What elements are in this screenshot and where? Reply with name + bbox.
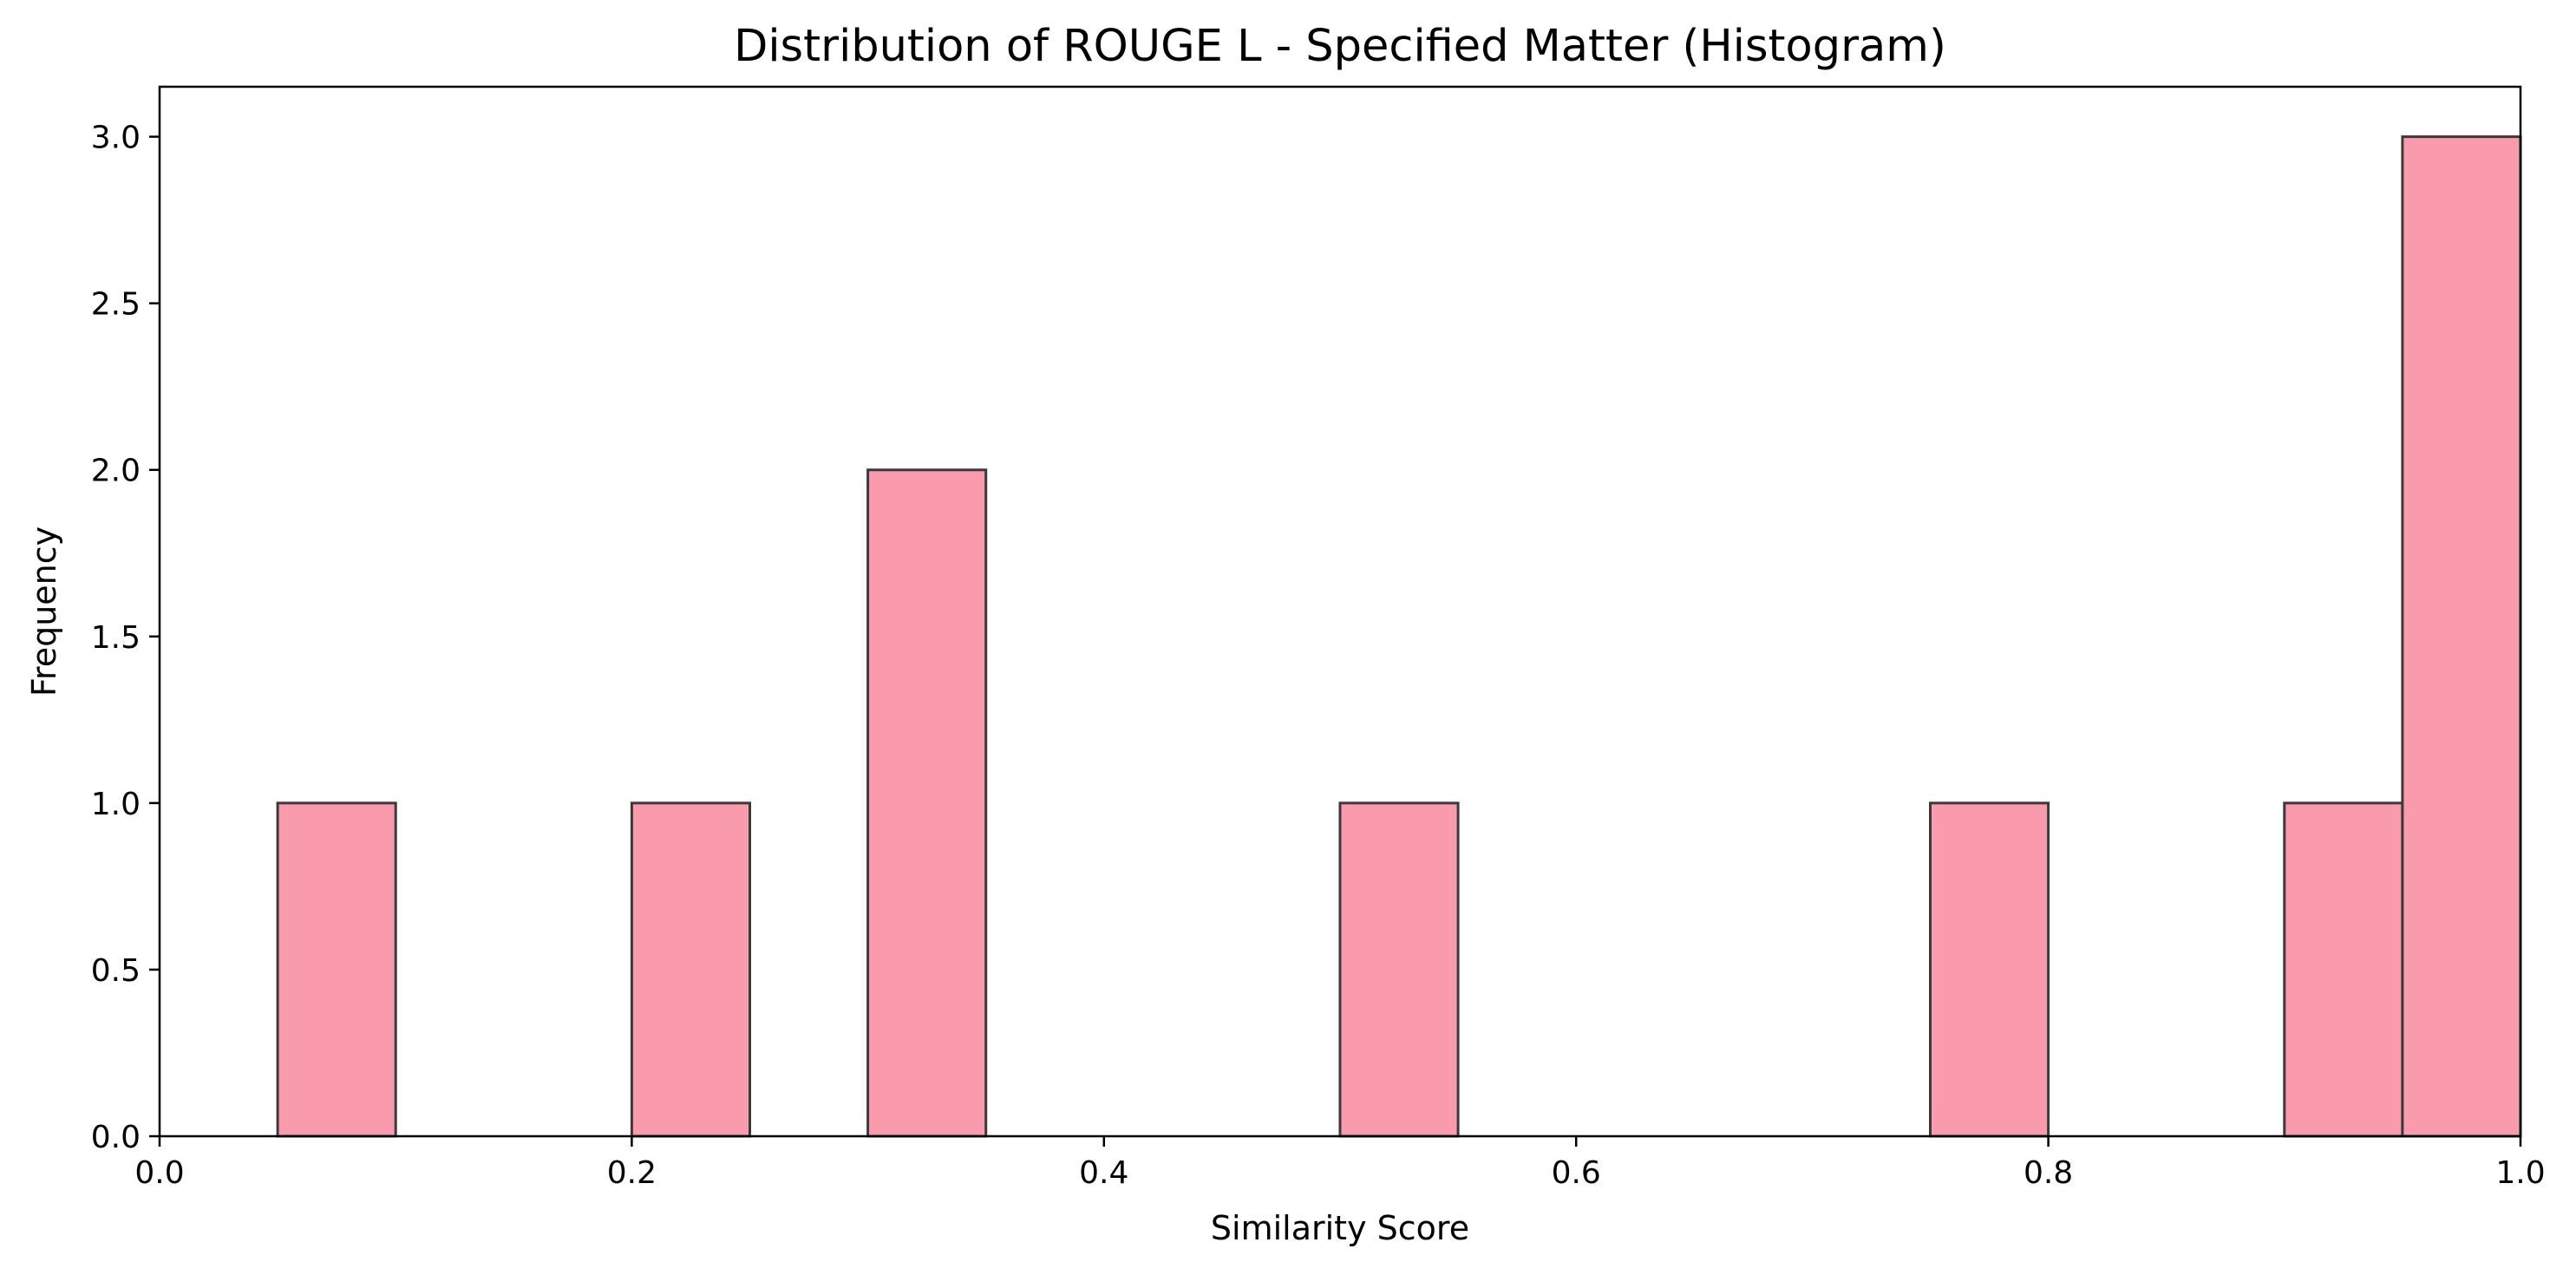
histogram-bar-1 (630, 801, 752, 1138)
y-tick-label-5: 2.5 (91, 287, 141, 323)
y-tick-label-3: 1.5 (91, 620, 141, 656)
x-tick-label-4: 0.8 (2024, 1155, 2073, 1191)
x-tick-label-1: 0.2 (607, 1155, 657, 1191)
x-axis: 0.0 0.2 0.4 0.6 0.8 1.0 (134, 1136, 2546, 1191)
y-axis-label: Frequency (25, 526, 63, 696)
x-axis-label: Similarity Score (1211, 1209, 1469, 1247)
histogram-bar-5 (2283, 801, 2404, 1138)
x-tick-label-3: 0.6 (1552, 1155, 1601, 1191)
plot-frame (158, 85, 2522, 1138)
histogram-bar-3 (1338, 801, 1460, 1138)
y-tick-label-1: 0.5 (91, 953, 141, 989)
y-tick-label-2: 1.0 (91, 787, 141, 822)
y-tick-label-0: 0.0 (91, 1120, 141, 1155)
y-tick-label-6: 3.0 (91, 121, 141, 156)
y-axis: 0.0 0.5 1.0 1.5 2.0 2.5 3.0 (91, 121, 160, 1155)
x-tick-label-0: 0.0 (134, 1155, 184, 1191)
x-tick-label-2: 0.4 (1079, 1155, 1128, 1191)
bars-group (276, 135, 2522, 1138)
histogram-bar-2 (866, 468, 988, 1138)
x-tick-label-5: 1.0 (2495, 1155, 2545, 1191)
chart-title: Distribution of ROUGE L - Specified Matt… (734, 21, 1946, 72)
histogram-bar-4 (1929, 801, 2050, 1138)
histogram-bar-0 (276, 801, 397, 1138)
histogram-bar-6 (2401, 135, 2522, 1138)
y-tick-label-4: 2.0 (91, 454, 141, 489)
